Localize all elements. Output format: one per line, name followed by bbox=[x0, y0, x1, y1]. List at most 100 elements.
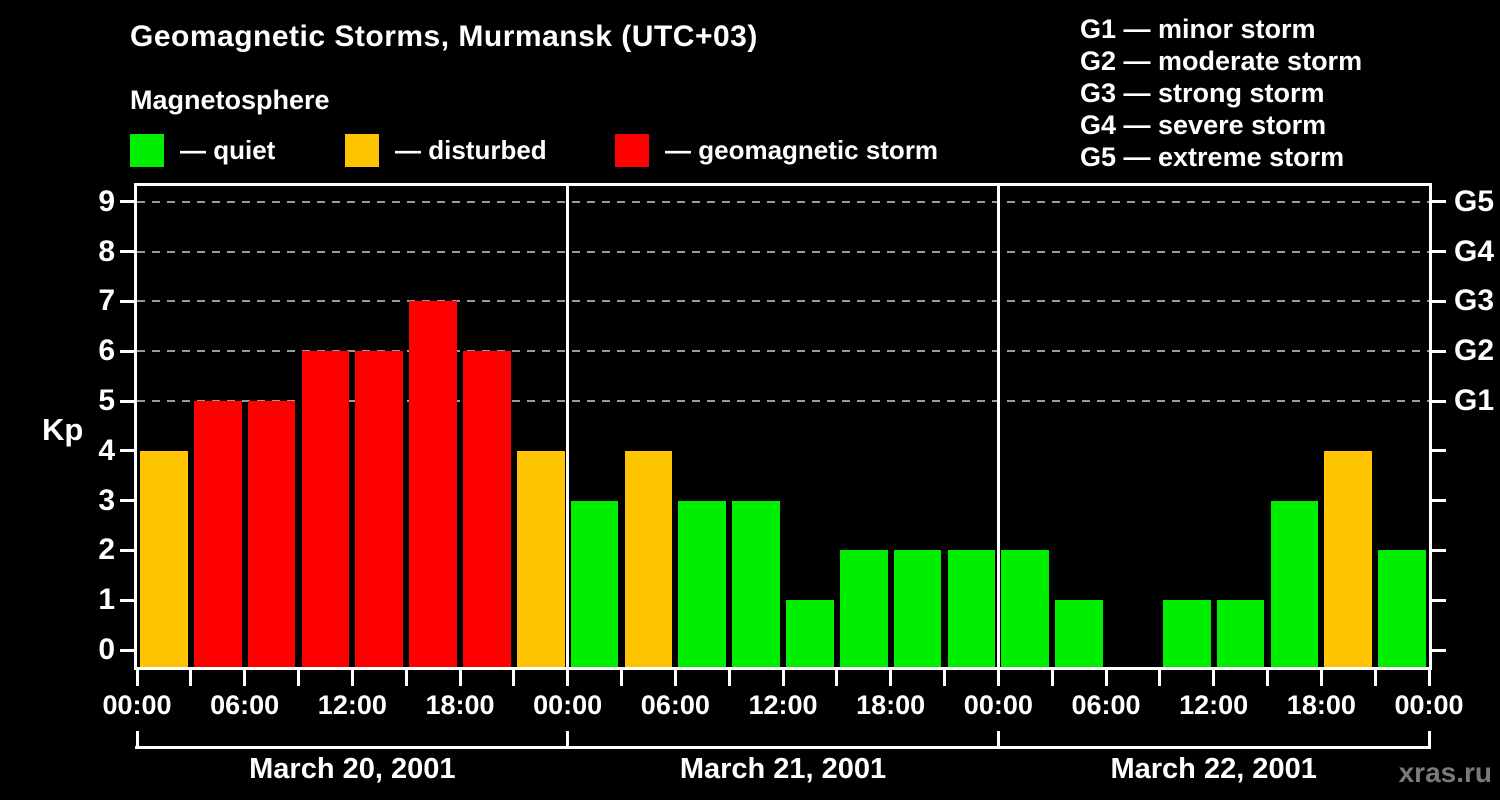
y-axis-label: 2 bbox=[98, 533, 115, 567]
g-scale-label: G5 bbox=[1454, 184, 1495, 218]
legend-item-quiet: — quiet bbox=[130, 133, 275, 167]
kp-bar bbox=[1324, 450, 1373, 667]
x-axis-tick bbox=[781, 670, 785, 686]
x-axis-tick bbox=[1266, 670, 1269, 686]
g-legend-line-g1: G1 — minor storm bbox=[1080, 14, 1316, 44]
y-axis-label: 0 bbox=[98, 633, 115, 666]
x-axis-tick bbox=[566, 670, 570, 686]
x-axis-tick bbox=[350, 670, 354, 686]
kp-bar bbox=[678, 500, 727, 667]
right-axis-tick bbox=[1432, 648, 1446, 652]
date-bracket-tick bbox=[1427, 731, 1431, 749]
y-axis-tick bbox=[120, 449, 134, 453]
g-scale-label: G4 bbox=[1454, 234, 1495, 268]
gridline-kp5 bbox=[137, 400, 1429, 402]
x-axis-tick bbox=[1373, 670, 1377, 686]
g-legend-line-g5: G5 — extreme storm bbox=[1080, 142, 1345, 172]
g-legend-line-g2: G2 — moderate storm bbox=[1080, 46, 1363, 76]
gridline-kp8 bbox=[137, 250, 1429, 253]
y-axis-tick bbox=[120, 349, 134, 353]
kp-bar bbox=[947, 550, 996, 667]
y-axis-label: 8 bbox=[98, 234, 115, 268]
date-label: March 20, 2001 bbox=[249, 753, 456, 785]
right-axis-tick bbox=[1432, 299, 1446, 303]
legend-label-storm: — geomagnetic storm bbox=[665, 134, 939, 165]
x-axis-tick bbox=[458, 670, 462, 686]
y-axis-tick bbox=[120, 250, 134, 254]
right-axis-tick bbox=[1432, 598, 1446, 602]
y-axis-label: 9 bbox=[98, 184, 115, 218]
y-axis-tick bbox=[120, 499, 134, 503]
x-axis-time-label: 12:00 bbox=[317, 690, 387, 720]
x-axis-tick bbox=[835, 670, 839, 686]
storm-color-swatch bbox=[615, 133, 649, 167]
kp-bar bbox=[1001, 550, 1050, 667]
page-title: Geomagnetic Storms, Murmansk (UTC+03) bbox=[130, 20, 758, 53]
x-axis-time-label: 18:00 bbox=[856, 690, 926, 720]
x-axis-time-label: 06:00 bbox=[1071, 690, 1141, 720]
g-legend-line-g3: G3 — strong storm bbox=[1080, 78, 1325, 108]
kp-bar bbox=[409, 301, 457, 667]
x-axis-tick bbox=[1050, 670, 1054, 686]
right-axis-tick bbox=[1432, 250, 1446, 254]
x-axis-time-label: 06:00 bbox=[210, 690, 280, 720]
kp-bar bbox=[624, 450, 673, 667]
y-axis-tick bbox=[120, 299, 134, 303]
x-axis-tick bbox=[673, 670, 677, 686]
y-axis-label: 5 bbox=[98, 384, 115, 417]
kp-bar bbox=[786, 600, 834, 667]
x-axis-time-label: 18:00 bbox=[1286, 690, 1356, 720]
y-axis-label: 1 bbox=[98, 583, 115, 617]
y-axis-label: 4 bbox=[98, 433, 115, 467]
kp-bar bbox=[1162, 600, 1211, 667]
date-label: March 21, 2001 bbox=[679, 753, 887, 785]
day-divider bbox=[566, 186, 570, 667]
right-axis-tick bbox=[1432, 349, 1446, 353]
kp-bar bbox=[355, 351, 404, 667]
right-axis-tick bbox=[1432, 399, 1446, 403]
right-axis-tick bbox=[1432, 499, 1446, 503]
x-axis-tick bbox=[620, 670, 623, 686]
gridline-kp7 bbox=[137, 300, 1429, 303]
g-scale-legend: G1 — minor storm G2 — moderate storm G3 … bbox=[1080, 13, 1362, 173]
x-axis-tick bbox=[727, 670, 731, 686]
disturbed-color-swatch bbox=[345, 133, 379, 167]
watermark: xras.ru bbox=[1398, 757, 1492, 788]
x-axis-time-label: 00:00 bbox=[963, 690, 1033, 720]
day-divider bbox=[996, 186, 1000, 667]
x-axis-tick bbox=[1158, 670, 1162, 686]
date-bracket-tick bbox=[996, 731, 1000, 749]
x-axis-tick bbox=[889, 670, 893, 686]
x-axis-time-label: 00:00 bbox=[102, 690, 172, 720]
kp-bar bbox=[140, 450, 188, 667]
right-axis-tick bbox=[1432, 548, 1446, 552]
x-axis-time-label: 12:00 bbox=[1179, 690, 1249, 720]
x-axis-tick bbox=[1427, 670, 1431, 686]
legend-label-quiet: — quiet bbox=[180, 134, 276, 165]
date-bracket-tick bbox=[135, 731, 139, 749]
kp-bar bbox=[839, 550, 888, 667]
kp-bar bbox=[193, 401, 242, 667]
quiet-color-swatch bbox=[130, 133, 164, 167]
kp-bar bbox=[247, 401, 296, 667]
x-axis-time-label: 06:00 bbox=[640, 690, 710, 720]
g-scale-label: G2 bbox=[1454, 334, 1495, 368]
kp-bar bbox=[732, 500, 780, 667]
plot-area bbox=[134, 183, 1432, 670]
x-axis-tick bbox=[1212, 670, 1216, 686]
x-axis-tick bbox=[1104, 670, 1108, 686]
date-bracket-tick bbox=[566, 731, 570, 749]
y-axis-label: 3 bbox=[98, 483, 115, 517]
kp-bar bbox=[1270, 500, 1319, 667]
g-scale-label: G3 bbox=[1454, 284, 1495, 318]
x-axis-tick bbox=[1319, 670, 1323, 686]
kp-bar bbox=[1055, 600, 1103, 667]
right-axis-tick bbox=[1432, 200, 1446, 204]
y-axis-tick bbox=[120, 548, 134, 552]
y-axis-label: 6 bbox=[98, 334, 115, 368]
chart-subtitle: Magnetosphere bbox=[130, 85, 330, 115]
y-axis-label: 7 bbox=[98, 284, 115, 318]
date-bracket-line bbox=[135, 746, 1428, 749]
x-axis-time-label: 00:00 bbox=[533, 690, 603, 720]
kp-bar bbox=[893, 550, 942, 667]
